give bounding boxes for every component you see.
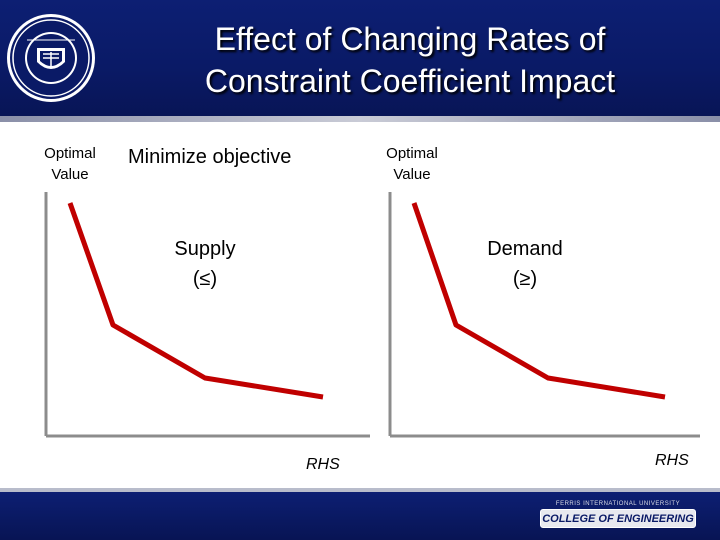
slide-title: Effect of Changing Rates of Constraint C… [130, 18, 690, 102]
left-objective-label: Minimize objective [128, 146, 292, 168]
left-curve [67, 202, 324, 400]
header-divider [0, 116, 720, 122]
right-constraint-label: Demand (≥) [470, 234, 580, 294]
left-y-axis-label: Optimal Value [34, 143, 106, 185]
college-logo-text: COLLEGE OF ENGINEERING [540, 509, 696, 528]
college-logo-subtitle: FERRIS INTERNATIONAL UNIVERSITY [555, 501, 681, 507]
slide-title-line-2: Constraint Coefficient Impact [204, 63, 616, 99]
left-constraint-label: Supply (≤) [155, 234, 255, 294]
right-constraint-line-1: Demand [487, 238, 563, 260]
right-curve [411, 202, 666, 400]
header-band [0, 0, 720, 122]
left-x-axis-label: RHS [306, 456, 340, 473]
right-y-axis-label: Optimal Value [376, 143, 448, 185]
right-y-label-line-2: Value [393, 166, 431, 183]
university-seal-icon [7, 14, 95, 102]
right-constraint-line-2: (≥) [512, 268, 538, 290]
left-constraint-line-2: (≤) [192, 268, 218, 290]
left-constraint-line-1: Supply [174, 238, 236, 260]
slide-title-line-1: Effect of Changing Rates of [214, 21, 606, 57]
right-x-axis-label: RHS [655, 452, 689, 469]
footer-divider [0, 488, 720, 492]
left-y-label-line-1: Optimal [44, 145, 96, 162]
right-y-label-line-1: Optimal [386, 145, 438, 162]
left-y-label-line-2: Value [51, 166, 89, 183]
college-logo: FERRIS INTERNATIONAL UNIVERSITY COLLEGE … [540, 500, 696, 530]
